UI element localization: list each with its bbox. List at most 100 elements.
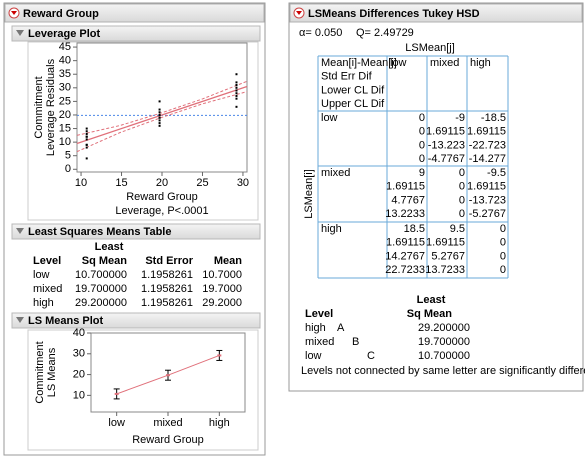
matrix-cell: 0	[459, 194, 465, 206]
matrix-cell: 1.69115	[467, 181, 506, 193]
fit-line	[76, 85, 248, 145]
x-tick-label: 10	[75, 177, 87, 189]
matrix-cell: 13.2233	[385, 208, 425, 220]
x-axis-label: Reward Group	[126, 191, 198, 203]
q-value: Q= 2.49729	[356, 27, 414, 39]
matrix-cell: -5.2767	[469, 208, 506, 220]
matrix-cell: 0	[500, 250, 506, 262]
table-cell: 1.1958261	[141, 283, 193, 295]
y-axis-label: Commitment	[34, 341, 46, 403]
connecting-letters: Least Level Sq Mean high A 29.200000 mixed B 19.…	[301, 294, 585, 377]
matrix-cell: 0	[459, 181, 465, 193]
col-header: LSMean[j]	[405, 42, 455, 54]
section-header[interactable]	[11, 312, 261, 329]
point	[158, 124, 161, 127]
point	[85, 135, 88, 138]
table-cell: 29.200000	[75, 297, 127, 309]
ls-means-plot: 10 20 30 40 Commitment LS Means Reward Group lo…	[34, 327, 246, 446]
matrix-cell: 1.69115	[467, 126, 506, 138]
point	[158, 111, 161, 114]
section-header[interactable]	[11, 25, 261, 42]
section-header[interactable]	[11, 223, 261, 240]
x-tick-label: high	[209, 417, 230, 429]
y-axis-label: Commitment	[33, 76, 45, 138]
matrix-cell: 1.69115	[426, 237, 465, 249]
table-cell: 19.7000	[202, 283, 242, 295]
matrix-cell: 18.5	[404, 223, 425, 235]
point	[235, 97, 238, 100]
point	[85, 143, 88, 146]
matrix-cell: 0	[459, 208, 465, 220]
disclosure-icon[interactable]	[16, 30, 24, 36]
y-axis-label: LS Means	[46, 347, 58, 397]
y-tick-label: 30	[59, 82, 71, 94]
upper-confidence	[76, 80, 248, 136]
x-tick-label: mixed	[153, 417, 182, 429]
window-title: Reward Group	[23, 8, 99, 20]
footnote: Levels not connected by same letter are …	[301, 365, 585, 377]
legend-line: Std Err Dif	[321, 71, 373, 83]
y-tick-label: 10	[73, 389, 85, 401]
disclosure-icon[interactable]	[16, 228, 24, 234]
point	[235, 92, 238, 95]
legend-line: Lower CL Dif	[321, 84, 385, 96]
y-tick-label: 15	[59, 122, 71, 134]
column-level: low	[390, 57, 407, 69]
table-header: Sq Mean	[407, 308, 453, 320]
red-triangle	[11, 11, 17, 15]
column-level: mixed	[430, 57, 459, 69]
matrix-cell: 14.2767	[385, 250, 425, 262]
table-cell: 10.700000	[75, 269, 127, 281]
title-bar	[289, 3, 583, 23]
legend-line: Mean[i]-Mean[j]	[321, 57, 397, 69]
matrix-cell: 9	[419, 167, 425, 179]
table-cell: 1.1958261	[141, 269, 193, 281]
letter: B	[352, 336, 359, 348]
table-cell: 29.2000	[202, 297, 242, 309]
matrix-cell: 1.69115	[426, 126, 465, 138]
row-level: mixed	[321, 167, 350, 179]
x-tick-label: 15	[115, 177, 127, 189]
matrix-cell: 5.2767	[431, 250, 465, 262]
section-title: LS Means Plot	[28, 315, 104, 327]
x-tick-label: 30	[237, 177, 249, 189]
table-cell: 10.7000	[202, 269, 242, 281]
ls-mean: 19.700000	[418, 336, 470, 348]
matrix-cell: -4.7767	[428, 153, 465, 165]
matrix-cell: 0	[500, 223, 506, 235]
x-axis-label: Reward Group	[132, 434, 204, 446]
table-cell: high	[33, 297, 54, 309]
y-tick-label: 40	[73, 327, 85, 339]
table-header: Std Error	[145, 255, 193, 267]
row-level: low	[321, 112, 338, 124]
matrix-cell: -9	[455, 112, 465, 124]
point	[158, 116, 161, 119]
matrix-cell: 9.5	[450, 223, 465, 235]
matrix-cell: 4.7767	[391, 194, 425, 206]
plot-area	[76, 42, 248, 173]
level: high	[305, 322, 326, 334]
y-tick-label: 35	[59, 68, 71, 80]
matrix-cell: -14.277	[469, 153, 506, 165]
y-tick-label: 25	[59, 95, 71, 107]
point	[158, 113, 161, 116]
table-header-top: Least	[417, 294, 446, 306]
matrix-cell: 0	[419, 153, 425, 165]
plot-frame-outer	[27, 329, 259, 451]
matrix-cell: -13.723	[469, 194, 506, 206]
matrix-cell: 0	[500, 264, 506, 276]
y-tick-label: 40	[59, 55, 71, 67]
subtitle: Leverage, P<.0001	[115, 205, 208, 217]
title-bar	[4, 3, 265, 23]
disclosure-icon[interactable]	[16, 317, 24, 323]
table-cell: mixed	[33, 283, 62, 295]
y-axis-label: Leverage Residuals	[45, 58, 57, 156]
ls-mean: 10.700000	[418, 350, 470, 362]
table-cell: 1.1958261	[141, 297, 193, 309]
matrix-cell: 0	[459, 167, 465, 179]
level: low	[305, 350, 322, 362]
